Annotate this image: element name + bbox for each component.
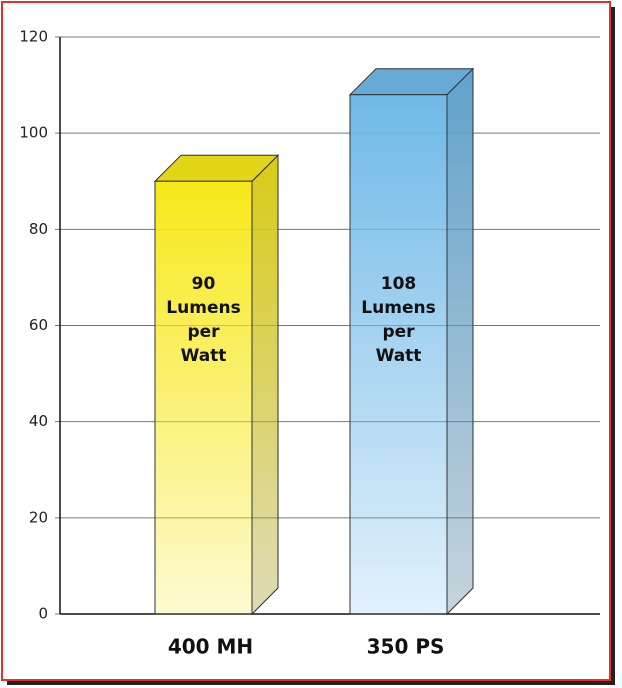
bar-top-shade — [350, 68, 473, 95]
y-tick-label: 60 — [29, 316, 48, 334]
data-label: Watt — [181, 346, 227, 366]
frame — [1, 1, 611, 681]
y-tick-label: 40 — [29, 412, 48, 430]
x-tick-label: 400 MH — [168, 635, 253, 659]
data-label: per — [187, 322, 220, 342]
data-label: 108 — [381, 274, 417, 294]
data-label: 90 — [192, 274, 216, 294]
bar — [153, 154, 280, 616]
y-tick-label: 20 — [29, 508, 48, 526]
bar-top-shade — [155, 155, 278, 182]
y-tick-label: 0 — [38, 605, 48, 623]
data-label: Lumens — [361, 298, 435, 318]
y-tick-label: 100 — [19, 124, 48, 142]
bar-side-shade — [447, 68, 473, 614]
y-tick-label: 120 — [19, 28, 48, 46]
data-label: per — [382, 322, 415, 342]
y-tick-label: 80 — [29, 220, 48, 238]
data-label: Lumens — [166, 298, 240, 318]
bar — [348, 67, 475, 616]
bar-side-shade — [252, 155, 278, 614]
bar-front — [349, 94, 448, 615]
data-label: Watt — [376, 346, 422, 366]
bar-front — [154, 180, 253, 615]
x-tick-label: 350 PS — [367, 635, 445, 659]
